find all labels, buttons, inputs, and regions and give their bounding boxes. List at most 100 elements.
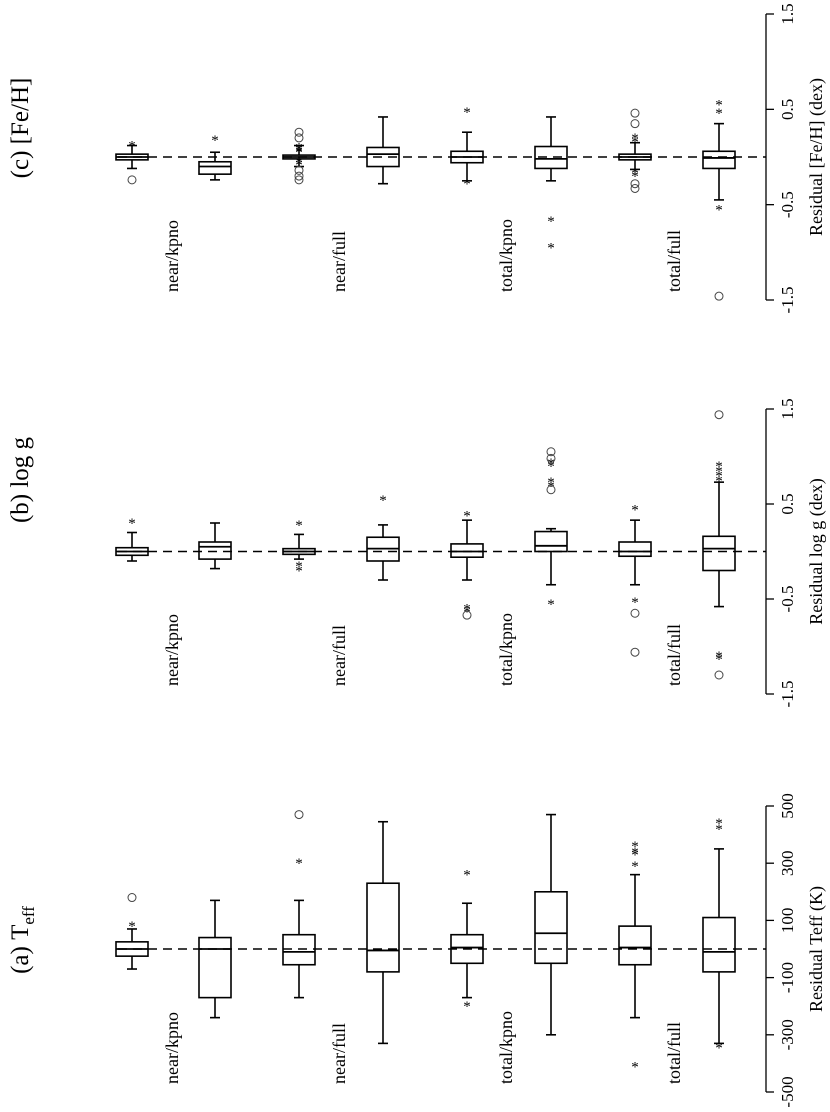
outlier-star: * <box>463 868 471 884</box>
outlier-circle <box>294 175 304 185</box>
outlier-circle <box>630 183 640 193</box>
y-tick-label: -0.5 <box>778 586 797 613</box>
y-axis-label: Residual Teff (K) <box>806 886 827 1012</box>
outlier-star: * <box>631 131 639 147</box>
y-tick-label: 1.5 <box>778 3 797 24</box>
outlier-star: * <box>295 144 303 160</box>
outlier-star: * <box>128 516 136 532</box>
group-label: near/full <box>329 231 349 292</box>
box-iqr <box>366 146 400 168</box>
outlier-star: * <box>715 469 723 485</box>
outlier-star: * <box>128 139 136 155</box>
panel-title-subscript: eff <box>19 906 38 925</box>
outlier-star: * <box>631 859 639 875</box>
outlier-star: * <box>715 1041 723 1057</box>
outlier-circle <box>714 670 724 680</box>
box-iqr <box>198 160 232 175</box>
panel-tag: (b) <box>7 494 34 523</box>
panel-title-text: T <box>7 925 34 940</box>
outlier-star: * <box>295 158 303 174</box>
outlier-star: * <box>463 508 471 524</box>
group-label: total/kpno <box>496 219 516 292</box>
outlier-star: * <box>295 559 303 575</box>
outlier-circle <box>127 893 137 903</box>
outlier-circle <box>294 133 304 143</box>
box-plot <box>198 899 232 1019</box>
box-iqr <box>450 543 484 559</box>
outlier-circle <box>294 810 304 820</box>
box-plot: ** <box>450 868 484 1015</box>
outlier-star: * <box>463 177 471 193</box>
y-tick-label: -1.5 <box>778 681 797 708</box>
group-label: near/full <box>329 1023 349 1084</box>
outlier-circle <box>714 410 724 420</box>
box-plot: * <box>366 493 400 581</box>
outlier-star: * <box>295 145 303 161</box>
outlier-circle <box>546 447 556 457</box>
outlier-star: * <box>547 241 555 257</box>
outlier-star: * <box>295 155 303 171</box>
outlier-star: * <box>715 473 723 489</box>
outlier-star: * <box>715 459 723 475</box>
outlier-star: * <box>379 493 387 509</box>
box-plot: * <box>115 139 149 185</box>
box-iqr <box>198 936 232 999</box>
outlier-circle <box>630 179 640 189</box>
outlier-star: * <box>715 649 723 665</box>
box-plot: ***** <box>618 839 652 1075</box>
outlier-star: * <box>128 919 136 935</box>
box-plot <box>198 522 232 570</box>
box-plot: **** <box>618 108 652 193</box>
panel-title: (c) [Fe/H] <box>7 78 34 179</box>
panel-title: (a) Teff <box>7 906 38 974</box>
box-iqr <box>534 530 568 553</box>
outlier-star: * <box>463 999 471 1015</box>
outlier-star: * <box>631 503 639 519</box>
box-plot <box>534 813 568 1036</box>
group-label: near/kpno <box>162 220 182 292</box>
group-label: total/full <box>664 624 684 686</box>
outlier-circle <box>294 165 304 175</box>
outlier-star: * <box>211 133 219 149</box>
outlier-star: * <box>631 169 639 185</box>
y-tick-label: -100 <box>778 962 797 993</box>
box-plot: * <box>115 516 149 562</box>
outlier-star: * <box>631 135 639 151</box>
panel-title-text: [Fe/H] <box>7 78 34 145</box>
box-plot: * <box>115 893 149 970</box>
box-iqr <box>282 933 316 966</box>
box-plot: * <box>198 133 232 181</box>
panel-title-text: log g <box>7 436 34 487</box>
outlier-circle <box>630 108 640 118</box>
box-plot: *** <box>450 508 484 620</box>
outlier-star: * <box>295 142 303 158</box>
outlier-star: * <box>295 518 303 534</box>
outlier-star: * <box>715 816 723 832</box>
outlier-star: * <box>631 1059 639 1075</box>
y-axis-label: Residual [Fe/H] (dex) <box>806 78 827 236</box>
outlier-circle <box>462 610 472 620</box>
outlier-star: * <box>715 652 723 668</box>
y-tick-label: 100 <box>778 908 797 934</box>
outlier-star: * <box>547 475 555 491</box>
group-label: total/full <box>664 230 684 292</box>
box-iqr <box>198 541 232 560</box>
box-plot: *** <box>702 98 736 301</box>
outlier-circle <box>630 608 640 618</box>
box-plot <box>366 116 400 185</box>
group-label: near/kpno <box>162 1012 182 1084</box>
y-tick-label: -500 <box>778 1076 797 1107</box>
box-plot: ****** <box>702 410 736 680</box>
outlier-star: * <box>631 839 639 855</box>
box-iqr <box>702 916 736 973</box>
outlier-star: * <box>715 202 723 218</box>
panel-tag: (a) <box>7 946 34 974</box>
box-plot: * <box>282 810 316 999</box>
box-plot: ***** <box>534 447 568 613</box>
outlier-star: * <box>631 165 639 181</box>
box-iqr <box>618 541 652 558</box>
box-iqr <box>702 535 736 572</box>
outlier-star: * <box>715 464 723 480</box>
outlier-star: * <box>463 604 471 620</box>
